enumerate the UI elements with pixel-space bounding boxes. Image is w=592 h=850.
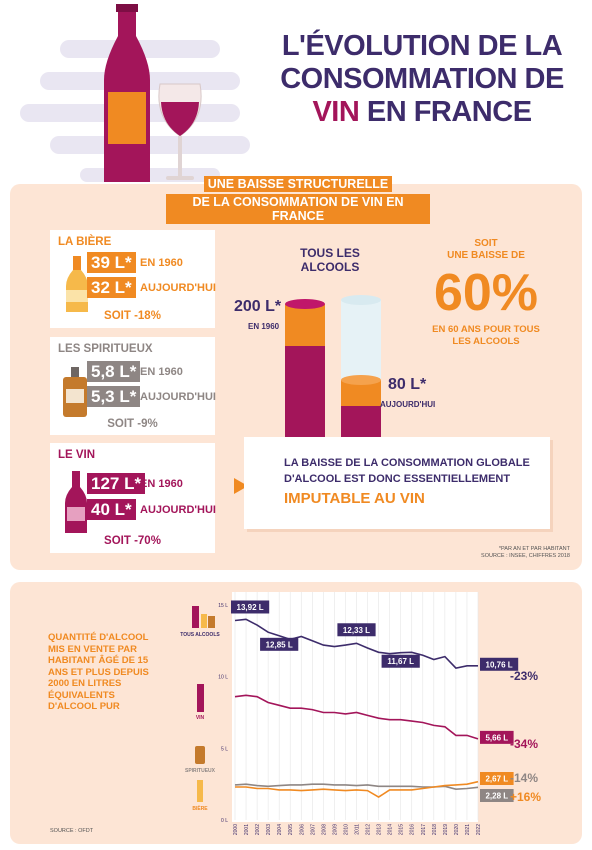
spirits-label-1960: EN 1960: [140, 366, 183, 378]
all-alcohol-cylinders: [285, 295, 381, 443]
conclusion-line-1: LA BAISSE DE LA CONSOMMATION GLOBALE: [284, 457, 530, 469]
chart-source: SOURCE : OFDT: [50, 828, 94, 834]
spirits-change: SOIT -9%: [107, 418, 158, 430]
decline-une-baisse: UNE BAISSE DE: [447, 250, 525, 261]
beer-value-now: 32 L*: [87, 277, 136, 298]
wine-illustration-icon: [20, 4, 250, 182]
wine-bottle-icon: [65, 471, 87, 533]
spirits-value-1960: 5,8 L*: [87, 361, 141, 382]
wine-card: LE VIN 127 L* EN 1960 40 L* AUJOURD'HUI …: [50, 443, 216, 553]
footnote-line-2: SOURCE : INSEE, CHIFFRES 2018: [481, 553, 570, 559]
title-highlight: VIN: [312, 96, 360, 128]
footnote-sources: *PAR AN ET PAR HABITANT SOURCE : INSEE, …: [470, 546, 570, 560]
wine-value-1960: 127 L*: [87, 473, 146, 494]
all-alcohol-label: TOUS LES ALCOOLS: [300, 246, 360, 274]
chart-panel: [10, 582, 582, 844]
decline-percent: 60%: [433, 264, 539, 322]
spirits-label-now: AUJOURD'HUI: [140, 391, 216, 403]
footnote-line-1: *PAR AN ET PAR HABITANT: [498, 546, 570, 552]
arrow-icon: [234, 478, 248, 494]
subtitle-line-1: UNE BAISSE STRUCTURELLE: [203, 176, 393, 192]
title-rest: EN FRANCE: [366, 96, 532, 128]
beer-card: LA BIÈRE 39 L* EN 1960 32 L* AUJOURD'HUI…: [50, 230, 216, 328]
title-line-1: L'ÉVOLUTION DE LA: [281, 30, 563, 62]
spirits-card: LES SPIRITUEUX 5,8 L* EN 1960 5,3 L* AUJ…: [50, 337, 216, 435]
hero-illustration: [0, 0, 592, 190]
beer-bottle-icon: [66, 256, 88, 312]
all-alcohol-value-1960: 200 L*: [234, 298, 282, 315]
title-line-2: CONSOMMATION DE: [280, 63, 564, 95]
wine-change: SOIT -70%: [104, 535, 161, 547]
conclusion-box: LA BAISSE DE LA CONSOMMATION GLOBALE D'A…: [244, 437, 550, 529]
beer-value-1960: 39 L*: [87, 252, 136, 273]
section-subtitle: UNE BAISSE STRUCTURELLE DE LA CONSOMMATI…: [166, 176, 430, 226]
conclusion-line-2: D'ALCOOL EST DONC ESSENTIELLEMENT: [284, 473, 511, 485]
beer-change: SOIT -18%: [104, 310, 161, 322]
subtitle-line-2: DE LA CONSOMMATION DE VIN EN FRANCE: [166, 194, 430, 224]
wine-title: LE VIN: [58, 449, 96, 461]
spirits-value-now: 5,3 L*: [87, 386, 141, 407]
wine-label-now: AUJOURD'HUI: [140, 504, 216, 516]
title-line-3: VIN EN FRANCE: [262, 96, 582, 129]
beer-label-1960: EN 1960: [140, 257, 183, 269]
decline-soit: SOIT: [474, 238, 498, 249]
all-alcohol-label-1960: EN 1960: [248, 322, 280, 331]
decline-box: SOIT UNE BAISSE DE 60% EN 60 ANS POUR TO…: [430, 238, 542, 348]
page-title: L'ÉVOLUTION DE LA CONSOMMATION DE VIN EN…: [262, 30, 582, 129]
wine-label-1960: EN 1960: [140, 478, 183, 490]
spirits-title: LES SPIRITUEUX: [58, 343, 153, 355]
all-alcohol-value-now: 80 L*: [388, 376, 427, 393]
decline-description: EN 60 ANS POUR TOUS LES ALCOOLS: [432, 324, 540, 347]
beer-title: LA BIÈRE: [58, 236, 112, 248]
spirits-bottle-icon: [63, 367, 87, 417]
conclusion-line-3: IMPUTABLE AU VIN: [284, 490, 425, 507]
wine-value-now: 40 L*: [87, 499, 136, 520]
beer-label-now: AUJOURD'HUI: [140, 282, 216, 294]
chart-description: QUANTITÉ D'ALCOOL MIS EN VENTE PAR HABIT…: [48, 632, 149, 712]
all-alcohol-label-now: AUJOURD'HUI: [380, 400, 436, 409]
